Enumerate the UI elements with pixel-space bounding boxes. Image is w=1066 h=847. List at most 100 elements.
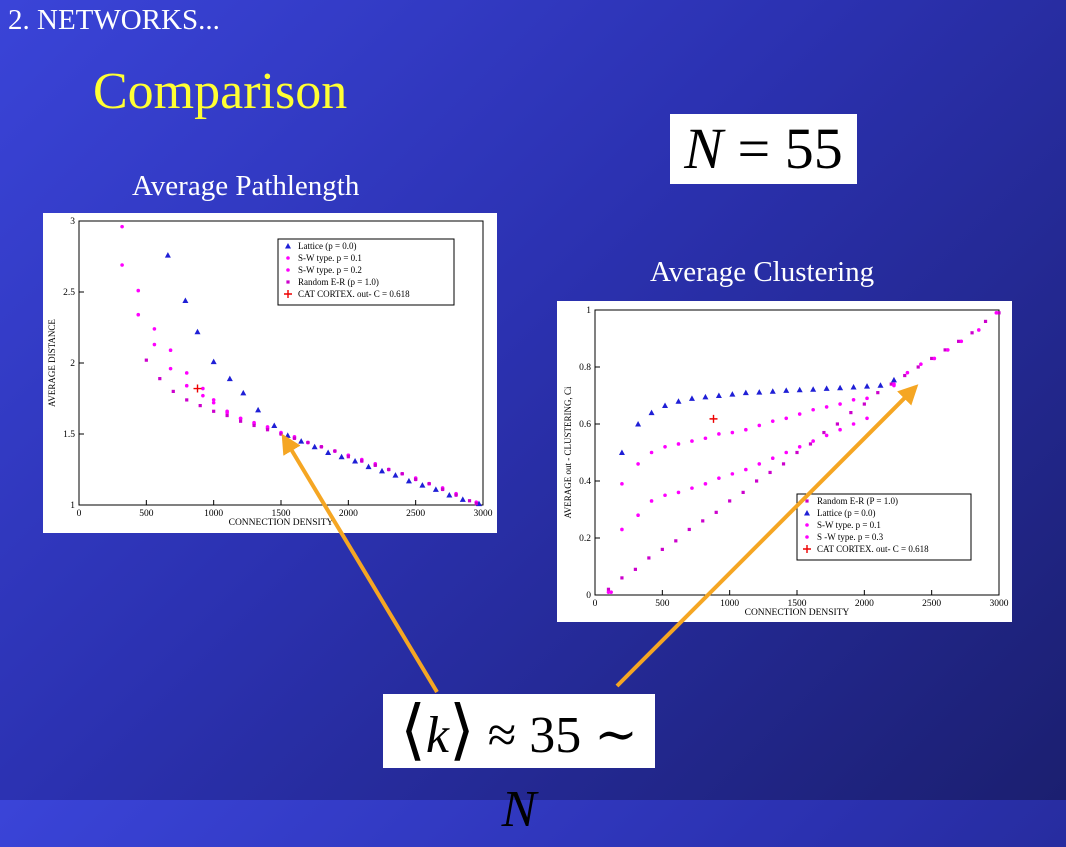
- data-point: [226, 375, 233, 382]
- data-point: [796, 386, 803, 393]
- data-point: [620, 482, 624, 486]
- data-point: [864, 383, 871, 389]
- pathlength-chart: 0 500 1000 1500 2000 2500 3000 1 1.5 2 2.5 3 CONNECT…: [47, 217, 493, 528]
- data-point: [916, 365, 920, 369]
- data-point: [319, 445, 323, 449]
- data-point: [770, 456, 775, 460]
- legend-label: CAT CORTEX. out- C = 0.618: [817, 544, 929, 554]
- data-point: [730, 430, 735, 435]
- data-point: [838, 402, 842, 406]
- data-point: [379, 467, 385, 474]
- x-tick-label: 1000: [204, 509, 223, 519]
- data-point: [238, 416, 243, 421]
- data-point: [674, 539, 678, 543]
- data-point: [983, 319, 988, 323]
- y-tick-label: 0.2: [579, 534, 591, 544]
- data-point: [427, 482, 431, 486]
- data-point: [120, 263, 124, 267]
- x-axis-label: CONNECTION DENSITY: [745, 608, 850, 618]
- series-4: [709, 414, 718, 423]
- data-point: [757, 462, 762, 466]
- data-point: [660, 547, 664, 551]
- data-point: [865, 396, 869, 401]
- legend-label: S-W type. p = 0.1: [817, 520, 881, 530]
- data-point: [675, 398, 682, 404]
- legend-marker: [286, 256, 290, 260]
- data-point: [284, 432, 291, 438]
- x-tick-label: 0: [77, 509, 82, 519]
- data-point: [755, 479, 759, 483]
- x-tick-label: 2500: [922, 599, 941, 609]
- eq-k-left-bracket: ⟨: [400, 694, 426, 767]
- data-point: [292, 436, 297, 440]
- data-point: [201, 393, 205, 398]
- data-point: [252, 423, 256, 428]
- data-point: [184, 371, 189, 375]
- legend-marker: [284, 290, 292, 298]
- data-point: [717, 476, 721, 480]
- data-point: [201, 386, 205, 391]
- clustering-chart-panel: 0 500 1000 1500 2000 2500 3000 0 0.2 0.4 0.6 0.8 1 CO…: [557, 301, 1012, 622]
- data-point: [838, 427, 842, 432]
- y-axis-label: AVERAGE DISTANCE: [47, 319, 57, 407]
- data-point: [271, 422, 278, 428]
- data-point: [144, 358, 148, 362]
- legend: Lattice (p = 0.0) S-W type. p = 0.1 S-W ty…: [277, 238, 455, 306]
- data-point: [822, 430, 826, 435]
- data-point: [387, 467, 391, 472]
- data-point: [769, 388, 776, 394]
- data-point: [703, 436, 708, 441]
- data-point: [164, 252, 171, 258]
- x-tick-label: 2000: [855, 599, 874, 609]
- data-point: [182, 297, 189, 304]
- data-point: [325, 449, 332, 455]
- data-point: [152, 342, 157, 347]
- data-point: [824, 405, 829, 409]
- data-point: [392, 472, 399, 478]
- data-point: [333, 449, 337, 453]
- slide-title: Comparison: [93, 63, 348, 120]
- legend-marker: [286, 268, 290, 272]
- data-point: [837, 384, 844, 391]
- data-point: [467, 499, 472, 503]
- data-point: [240, 389, 247, 396]
- data-point: [810, 386, 817, 392]
- legend-label: Lattice (p = 0.0): [817, 508, 876, 518]
- data-point: [648, 409, 655, 416]
- data-point: [211, 400, 216, 405]
- y-tick-label: 1: [70, 501, 75, 511]
- data-point: [620, 527, 624, 532]
- data-point: [757, 423, 762, 428]
- data-point: [168, 366, 173, 371]
- data-point: [851, 422, 856, 426]
- data-point: [210, 358, 217, 365]
- data-point: [892, 383, 896, 388]
- legend-label: CAT CORTEX. out- C = 0.618: [298, 289, 410, 299]
- data-point: [728, 499, 732, 503]
- x-tick-label: 1000: [720, 599, 739, 609]
- data-point: [811, 439, 815, 443]
- data-point: [741, 490, 745, 494]
- data-point: [184, 383, 189, 388]
- data-point: [352, 457, 359, 464]
- data-point: [994, 311, 999, 315]
- data-point: [865, 416, 869, 421]
- data-point: [851, 397, 856, 402]
- y-tick-label: 3: [70, 217, 75, 227]
- data-point: [930, 356, 934, 361]
- data-point: [797, 445, 802, 449]
- data-point: [744, 467, 748, 472]
- y-tick-label: 0.6: [579, 420, 591, 430]
- data-point: [905, 370, 910, 375]
- data-point: [158, 377, 162, 381]
- data-point: [373, 463, 377, 467]
- section-heading: 2. NETWORKS...: [8, 4, 220, 36]
- data-point: [663, 445, 667, 449]
- eq-k-number: 35: [529, 707, 582, 764]
- data-point: [432, 486, 439, 492]
- series-4: [193, 384, 202, 393]
- legend-label: S-W type. p = 0.1: [298, 253, 362, 263]
- data-point: [997, 311, 1001, 315]
- data-point: [152, 327, 157, 331]
- eq-n-variable: N: [684, 116, 723, 181]
